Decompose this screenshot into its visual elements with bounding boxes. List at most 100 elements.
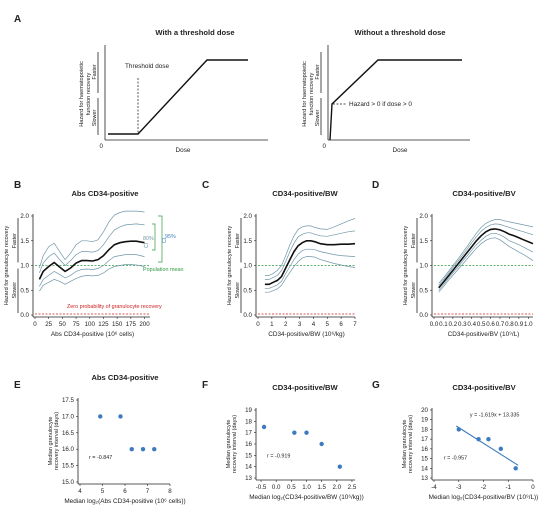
x-tick-label: 0.2 <box>449 321 458 328</box>
panel-a: A With a threshold dose Without a thresh… <box>14 14 470 154</box>
threshold-ylabel-2: function recovery <box>86 73 92 116</box>
x-tick-label: 1.0 <box>302 484 311 491</box>
x-tick-label: 7 <box>353 321 357 328</box>
y-tick-label: 14 <box>245 464 252 471</box>
y-tick-label: 15 <box>245 452 252 459</box>
y-tick-label: 13 <box>245 475 252 482</box>
x-tick-label: 0.8 <box>505 321 514 328</box>
y-tick-label: 19 <box>245 407 252 414</box>
series-ci-line <box>264 230 356 280</box>
correlation-label: r = -0.919 <box>267 454 290 460</box>
y-axis-label: Hazard for granulocyte recovery <box>4 226 10 306</box>
data-point <box>337 464 343 469</box>
x-tick-label: -0.5 <box>256 484 267 491</box>
y-tick-label: 0.5 <box>20 287 29 294</box>
chart-d: CD34-positive/BV0.00.51.01.52.00.0 0.1 0.2… <box>403 189 534 338</box>
y-tick-label: 20 <box>421 407 428 414</box>
ci80-bracket <box>152 223 156 251</box>
y-axis-label: Median granulocyte <box>226 420 232 469</box>
no-threshold-origin: 0 <box>323 143 327 150</box>
y-tick-label: 15.0 <box>62 479 75 486</box>
data-point <box>319 441 324 447</box>
y-tick-label: 1.5 <box>20 238 29 245</box>
data-point <box>456 427 461 432</box>
y-tick-label: 13 <box>421 475 428 482</box>
x-tick-label: 6 <box>123 488 127 495</box>
chart-title: CD34-positive/BW <box>272 383 338 392</box>
data-point <box>261 424 267 430</box>
x-tick-label: 0.4 <box>467 321 476 328</box>
x-tick-label: 25 <box>45 321 52 328</box>
x-tick-label: 0.9 <box>515 321 524 328</box>
correlation-label: r = -0.847 <box>89 455 112 461</box>
x-tick-label: 0.7 <box>496 321 505 328</box>
y-tick-label: 17.5 <box>62 397 75 404</box>
y-tick-label: 1.5 <box>243 238 252 245</box>
x-tick-label: -4 <box>431 484 437 491</box>
chart-title: CD34-positive/BV <box>452 383 516 392</box>
data-point <box>513 466 518 471</box>
regression-line <box>455 425 519 466</box>
y-axis-label: recovery interval (days) <box>232 415 238 473</box>
data-point <box>129 447 134 452</box>
panel-a-label: A <box>14 14 21 25</box>
series-ci-line <box>264 248 356 289</box>
y-axis-label: Hazard for granulocyte recovery <box>403 226 409 306</box>
y-tick-label: 2.0 <box>243 213 252 220</box>
threshold-ylabel-1: Hazard for haematopoietic <box>79 61 85 127</box>
x-tick-label: -2 <box>481 484 487 491</box>
panel-f-label: F <box>202 380 208 391</box>
series-mean-line <box>264 240 356 286</box>
y-tick-label: 17 <box>421 436 428 443</box>
chart-g: CD34-positive/BV 13 14 15 16 17 18 19 20 -4 -3 -2 -1… <box>402 383 538 501</box>
y-tick-label: 15 <box>421 456 428 463</box>
x-tick-label: 1.0 <box>524 321 533 328</box>
data-point <box>486 436 491 442</box>
zero-probability-label: Zero probability of granulocyte recovery <box>67 304 162 310</box>
x-tick-label: 0 <box>256 321 260 328</box>
series-ci-line <box>264 256 356 293</box>
faster-label: Faster <box>315 64 321 79</box>
y-tick-label: 1.0 <box>419 263 428 270</box>
panel-b-ci-legend: 95% CI 80% CI Population mean Zero proba… <box>67 215 183 310</box>
y-tick-label: 16.0 <box>62 446 75 453</box>
chart-b: Abs CD34-positive 0.0 0.5 1.0 1.5 2.0 0 25 50 75 1… <box>4 189 150 338</box>
x-tick-label: 200 <box>139 321 150 328</box>
x-tick-label: 1.5 <box>317 484 326 491</box>
x-axis-label: Abs CD34-positive (10⁶ cells) <box>51 331 134 338</box>
x-tick-label: 2.5 <box>348 484 357 491</box>
ci95-bracket <box>158 215 163 263</box>
hazard-label: Hazard > 0 if dose > 0 <box>349 101 412 108</box>
no-threshold-plot: Faster Slower Hazard for haematopoietic … <box>302 45 470 154</box>
y-tick-label: 14 <box>421 465 428 472</box>
x-tick-label: 2.0 <box>333 484 342 491</box>
panel-a-left-title: With a threshold dose <box>155 28 234 37</box>
slower-label: Slower <box>411 282 417 299</box>
slower-label: Slower <box>12 282 18 299</box>
y-tick-label: 1.0 <box>20 263 29 270</box>
chart-title: CD34-positive/BV <box>452 189 516 198</box>
faster-label: Faster <box>411 233 417 248</box>
y-tick-label: 2.0 <box>20 213 29 220</box>
y-axis-label: Median granulocyte <box>402 420 408 469</box>
correlation-label: r = -0.957 <box>444 456 467 462</box>
y-tick-label: 2.0 <box>419 213 428 220</box>
x-tick-label: 100 <box>85 321 96 328</box>
x-tick-label: 0 <box>531 484 535 491</box>
no-threshold-ylabel-2: function recovery <box>309 73 315 116</box>
x-tick-label: 5 <box>326 321 330 328</box>
chart-e: Abs CD34-positive 15.0 15.5 16.0 16.5 17.0 17.… <box>48 373 186 505</box>
no-threshold-curve <box>329 59 462 141</box>
x-tick-label: 3 <box>298 321 302 328</box>
x-tick-label: 4 <box>312 321 316 328</box>
x-tick-label: 0.0 <box>430 321 439 328</box>
y-axis-label: recovery interval (days) <box>408 415 414 473</box>
y-tick-label: 0.0 <box>419 312 428 319</box>
y-tick-label: 0.0 <box>243 312 252 319</box>
y-tick-label: 1.5 <box>419 238 428 245</box>
chart-title: Abs CD34-positive <box>91 373 158 382</box>
panel-a-right-title: Without a threshold dose <box>354 28 445 37</box>
y-tick-label: 17 <box>245 430 252 437</box>
panel-g-label: G <box>372 380 380 391</box>
